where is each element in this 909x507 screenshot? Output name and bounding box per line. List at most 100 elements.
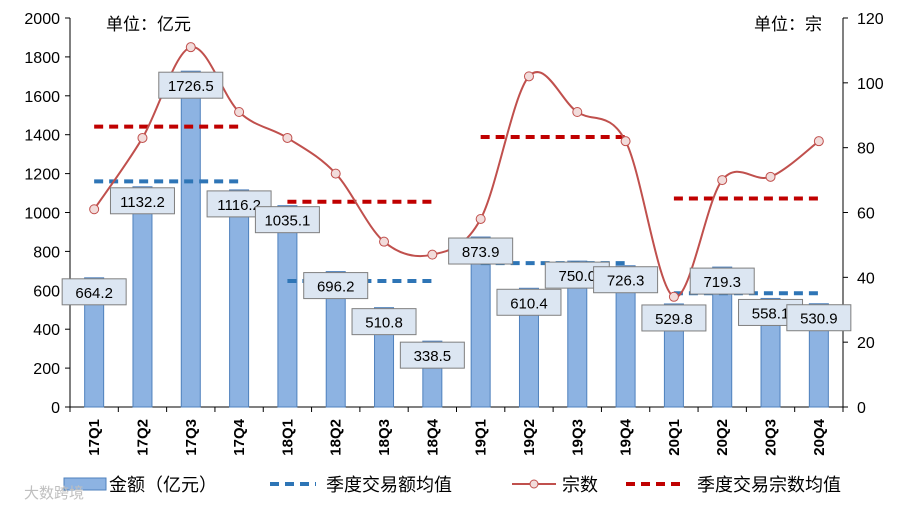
bar-data-label-box <box>689 267 755 295</box>
x-axis-tick-label: 19Q4 <box>618 418 635 455</box>
bar <box>277 205 298 408</box>
bar-data-label-text: 873.9 <box>462 244 500 261</box>
bar-data-label: 1726.5 <box>158 71 224 99</box>
bar <box>712 266 733 408</box>
legend-mean-count-label: 季度交易宗数均值 <box>697 475 841 496</box>
x-axis-tick-label: 17Q2 <box>134 419 151 456</box>
x-axis-tick-label: 18Q3 <box>376 419 393 456</box>
count-point <box>572 107 583 118</box>
x-axis-tick-label: 20Q1 <box>666 419 683 456</box>
x-axis-tick-label: 18Q4 <box>424 418 441 455</box>
right-axis-tick-label: 20 <box>857 335 875 352</box>
bar-data-label: 529.8 <box>641 304 707 332</box>
bar <box>615 265 636 408</box>
right-axis-tick-label: 60 <box>857 206 875 223</box>
bar-data-label-box <box>448 237 514 265</box>
bar-data-label-box <box>641 304 707 332</box>
bar <box>180 70 201 408</box>
x-axis-tick-label: 17Q1 <box>86 419 103 456</box>
left-axis-tick-label: 1200 <box>24 167 60 184</box>
left-axis-tick-label: 0 <box>51 400 60 417</box>
bar-data-label-box <box>303 272 369 300</box>
count-series <box>89 42 824 302</box>
bar-data-label-text: 529.8 <box>655 311 693 328</box>
x-axis-tick-label: 17Q3 <box>183 419 200 456</box>
left-axis-tick-label: 2000 <box>24 11 60 28</box>
left-axis-tick-label: 1000 <box>24 206 60 223</box>
bar-data-label-box <box>109 187 175 215</box>
bar-data-label-text: 696.2 <box>317 279 355 296</box>
bar-data-label: 696.2 <box>303 272 369 300</box>
bar-data-label: 530.9 <box>786 304 852 332</box>
legend-count-label: 宗数 <box>562 475 598 496</box>
bar-data-label-text: 338.5 <box>414 348 452 365</box>
bar-data-label-box <box>61 278 127 306</box>
count-point <box>668 291 679 302</box>
bar-data-label-box <box>351 308 417 336</box>
x-axis-tick-label: 18Q2 <box>328 419 345 456</box>
count-point <box>620 136 631 147</box>
bar <box>229 189 250 408</box>
bar-data-label-text: 1116.2 <box>217 197 261 214</box>
count-point <box>813 136 824 147</box>
right-axis-tick-label: 40 <box>857 270 875 287</box>
bar-data-label-text: 530.9 <box>800 311 838 328</box>
bar-data-label-box <box>158 71 224 99</box>
bar-data-label-text: 726.3 <box>607 273 645 290</box>
x-axis-tick-label: 18Q1 <box>279 419 296 456</box>
bar-data-label: 510.8 <box>351 308 417 336</box>
right-axis-tick-label: 120 <box>857 11 884 28</box>
legend-count-marker <box>529 479 539 489</box>
count-point <box>523 71 534 82</box>
legend-bar-label: 金额（亿元） <box>109 475 217 496</box>
right-axis-tick-label: 0 <box>857 400 866 417</box>
count-point <box>427 249 438 260</box>
count-point <box>89 204 100 215</box>
bar-data-label: 664.2 <box>61 278 127 306</box>
bar-data-label: 719.3 <box>689 267 755 295</box>
bar <box>84 277 105 408</box>
bar-data-label-text: 1035.1 <box>264 213 310 230</box>
bar <box>325 271 346 408</box>
legend: 金额（亿元） 季度交易额均值 宗数 季度交易宗数均值 <box>63 475 841 496</box>
count-point <box>717 175 728 186</box>
x-axis-tick-label: 20Q4 <box>811 418 828 455</box>
bar-data-label-text: 750.0 <box>559 268 597 285</box>
bar-data-label: 1035.1 <box>254 206 320 234</box>
left-axis-tick-label: 1800 <box>24 50 60 67</box>
x-axis-tick-label: 20Q2 <box>714 419 731 456</box>
left-axis-tick-label: 1600 <box>24 89 60 106</box>
left-axis-unit: 单位：亿元 <box>106 15 191 35</box>
left-axis-tick-label: 800 <box>33 244 60 261</box>
count-point <box>765 171 776 182</box>
bar-data-label: 1116.2 <box>206 190 272 218</box>
left-axis-tick-label: 600 <box>33 283 60 300</box>
x-axis-tick-label: 20Q3 <box>763 419 780 456</box>
bar-data-label-box <box>399 341 465 369</box>
bar-data-label-text: 610.4 <box>510 295 548 312</box>
bar-data-label: 1132.2 <box>109 187 175 215</box>
x-axis-tick-label: 19Q2 <box>521 419 538 456</box>
count-point <box>185 42 196 53</box>
x-axis-tick-label: 17Q4 <box>231 418 248 455</box>
bar <box>518 287 539 408</box>
x-axis-tick-label: 19Q3 <box>569 419 586 456</box>
count-point <box>282 132 293 143</box>
bar-data-label-box <box>496 288 562 316</box>
right-axis-tick-label: 80 <box>857 141 875 158</box>
count-point <box>234 107 245 118</box>
right-axis-tick-label: 100 <box>857 76 884 93</box>
left-axis-tick-label: 400 <box>33 322 60 339</box>
watermark: 大数跨境 <box>24 484 84 502</box>
count-point <box>330 168 341 179</box>
bar-data-label-text: 719.3 <box>703 274 741 291</box>
bar-data-label-text: 1726.5 <box>168 78 214 95</box>
bar-data-label: 726.3 <box>593 266 659 294</box>
bar-data-label-text: 510.8 <box>365 315 403 332</box>
left-axis-tick-label: 200 <box>33 361 60 378</box>
count-point <box>475 213 486 224</box>
right-axis-unit: 单位：宗 <box>754 15 822 35</box>
bar-data-label-text: 558.1 <box>752 305 790 322</box>
x-axis-tick-label: 19Q1 <box>473 419 490 456</box>
